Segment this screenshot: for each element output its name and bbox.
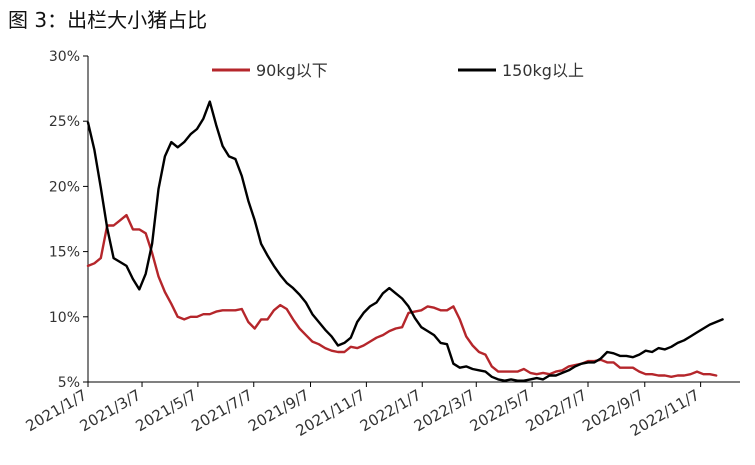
x-tick-label: 2022/1/7: [357, 386, 424, 435]
x-tick-label: 2021/1/7: [23, 386, 90, 435]
x-tick-label: 2022/7/7: [523, 386, 590, 435]
y-tick-label: 5%: [58, 375, 80, 391]
y-tick-label: 15%: [49, 245, 80, 261]
y-axis-ticks: 5% 10% 15% 20% 25% 30%: [49, 49, 88, 391]
legend-label: 90kg以下: [256, 61, 328, 80]
x-tick-label: 2021/5/7: [133, 386, 200, 435]
x-tick-label: 2022/3/7: [411, 386, 478, 435]
series-layer: [86, 100, 724, 382]
legend-label: 150kg以上: [502, 61, 584, 80]
x-tick-label: 2021/7/7: [188, 386, 255, 435]
x-tick-label: 2022/5/7: [467, 386, 534, 435]
y-tick-label: 20%: [49, 179, 80, 195]
y-tick-label: 30%: [49, 49, 80, 65]
x-axis-ticks: 2021/1/72021/3/72021/5/72021/7/72021/9/7…: [23, 382, 703, 440]
x-tick-label: 2021/3/7: [77, 386, 144, 435]
y-tick-label: 25%: [49, 114, 80, 130]
y-tick-label: 10%: [49, 310, 80, 326]
legend: 90kg以下 150kg以上: [212, 61, 584, 80]
figure-title: 图 3：出栏大小猪占比: [8, 8, 208, 32]
series-line-1: [86, 213, 718, 378]
series-line-2: [86, 100, 724, 382]
